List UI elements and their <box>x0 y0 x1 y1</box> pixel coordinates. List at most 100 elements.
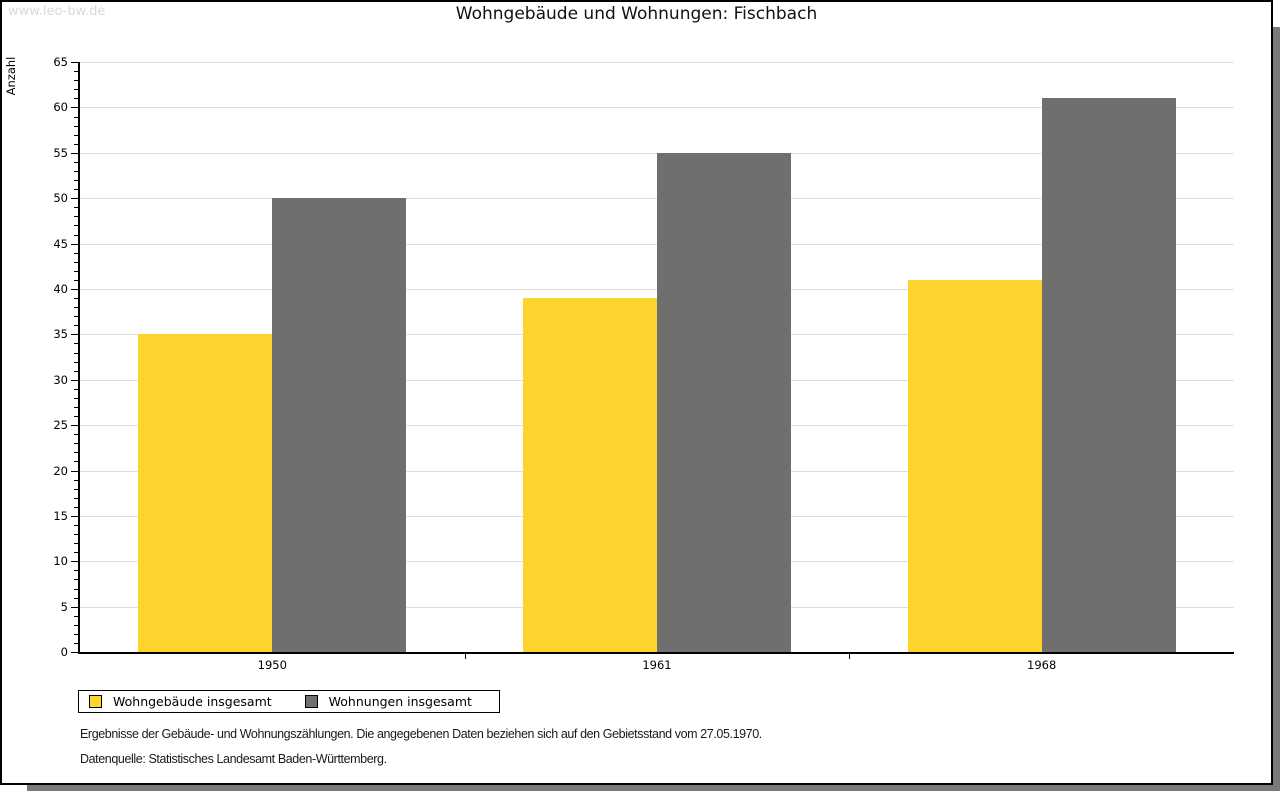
y-axis-major-tick <box>71 243 78 245</box>
y-axis-major-tick <box>71 198 78 200</box>
y-axis-major-tick <box>71 561 78 563</box>
y-axis-tick-label: 35 <box>53 327 68 342</box>
chart-title: Wohngebäude und Wohnungen: Fischbach <box>455 4 818 24</box>
x-axis-tick-label: 1968 <box>1027 658 1057 672</box>
bar-1968-series-2 <box>1041 98 1176 652</box>
y-axis-minor-tick <box>74 307 78 309</box>
bar-1961-series-1 <box>523 298 657 652</box>
legend-item-1: Wohngebäude insgesamt <box>89 694 272 709</box>
footnote-source-note: Ergebnisse der Gebäude- und Wohnungszähl… <box>80 727 762 741</box>
y-axis-minor-tick <box>74 552 78 554</box>
y-axis-minor-tick <box>74 279 78 281</box>
y-axis-minor-tick <box>74 125 78 127</box>
y-axis-minor-tick <box>74 497 78 499</box>
y-axis-tick-label: 50 <box>53 191 68 206</box>
legend-label-1: Wohngebäude insgesamt <box>113 694 272 709</box>
y-axis-minor-tick <box>74 506 78 508</box>
y-axis-minor-tick <box>74 434 78 436</box>
y-axis-major-tick <box>71 288 78 290</box>
y-axis-minor-tick <box>74 161 78 163</box>
y-axis-minor-tick <box>74 452 78 454</box>
y-axis-tick-label: 65 <box>53 55 68 69</box>
y-axis-minor-tick <box>74 89 78 91</box>
y-axis-tick-label: 10 <box>53 554 68 569</box>
y-axis-minor-tick <box>74 343 78 345</box>
y-axis-minor-tick <box>74 225 78 227</box>
plot-area: 0 5 10 15 20 25 30 35 40 45 50 55 60 65 1950 1961 1968 <box>53 55 1234 672</box>
watermark: www.leo-bw.de <box>8 4 106 19</box>
y-axis-minor-tick <box>74 180 78 181</box>
gridline <box>80 62 1234 63</box>
y-axis-tick-label: 60 <box>53 100 68 115</box>
legend-item-2: Wohnungen insgesamt <box>304 694 472 709</box>
y-axis-minor-tick <box>74 261 78 263</box>
x-axis-boundary-tick <box>849 652 851 659</box>
legend: Wohngebäude insgesamt Wohnungen insgesamt <box>78 690 500 713</box>
y-axis-minor-tick <box>74 170 78 172</box>
x-axis-tick-label: 1950 <box>257 658 287 672</box>
footnote-datasource: Datenquelle: Statistisches Landesamt Bad… <box>80 752 387 766</box>
y-axis-tick-label: 55 <box>53 145 68 160</box>
y-axis-minor-tick <box>74 316 78 318</box>
x-axis-boundary-tick <box>464 652 466 659</box>
y-axis-minor-tick <box>74 325 78 327</box>
bar-1961-series-2 <box>657 152 791 652</box>
y-axis-tick-label: 5 <box>60 599 68 614</box>
y-axis-minor-tick <box>74 633 78 635</box>
y-axis-major-tick <box>71 606 78 608</box>
legend-swatch-1 <box>89 695 102 708</box>
legend-swatch-2 <box>304 695 318 708</box>
y-axis-minor-tick <box>74 189 78 191</box>
y-axis-minor-tick <box>74 416 78 417</box>
y-axis-major-tick <box>71 334 78 336</box>
y-axis-minor-tick <box>74 234 78 236</box>
y-axis-major-tick <box>71 152 78 154</box>
y-axis-tick-label: 0 <box>60 645 68 659</box>
y-axis-tick-label: 25 <box>53 418 68 433</box>
x-axis-tick-label: 1961 <box>642 658 672 672</box>
y-axis-major-tick <box>71 515 78 517</box>
y-axis-minor-tick <box>74 642 78 644</box>
y-axis-minor-tick <box>74 461 78 463</box>
gridline <box>80 107 1234 109</box>
y-axis-tick-label: 45 <box>53 236 68 251</box>
y-axis-major-tick <box>71 107 78 109</box>
y-axis-minor-tick <box>74 579 78 581</box>
y-axis-minor-tick <box>74 479 78 481</box>
y-axis-tick-label: 30 <box>53 372 68 387</box>
y-axis-tick-label: 40 <box>53 281 68 296</box>
y-axis-minor-tick <box>74 570 78 572</box>
y-axis-minor-tick <box>74 524 78 526</box>
y-axis-major-tick <box>71 62 78 63</box>
y-axis-minor-tick <box>74 252 78 254</box>
y-axis-minor-tick <box>74 543 78 545</box>
y-axis-minor-tick <box>74 488 78 490</box>
y-axis-label: Anzahl <box>4 56 18 96</box>
y-axis-minor-tick <box>74 270 78 272</box>
y-axis-minor-tick <box>74 388 78 390</box>
bar-1950-series-2 <box>272 198 407 652</box>
y-axis-major-tick <box>71 470 78 472</box>
y-axis-minor-tick <box>74 116 78 118</box>
bar-1950-series-1 <box>138 334 273 652</box>
y-axis-minor-tick <box>74 361 78 363</box>
y-axis-minor-tick <box>74 397 78 399</box>
y-axis-minor-tick <box>74 216 78 218</box>
y-axis-major-tick <box>71 379 78 381</box>
bar-1968-series-1 <box>907 279 1042 652</box>
y-axis-minor-tick <box>74 352 78 354</box>
y-axis-major-tick <box>71 425 78 427</box>
y-axis-minor-tick <box>74 71 78 73</box>
y-axis-minor-tick <box>74 615 78 617</box>
y-axis-minor-tick <box>74 534 78 535</box>
y-axis-tick-label: 20 <box>53 463 68 478</box>
y-axis-minor-tick <box>74 80 78 82</box>
y-axis-minor-tick <box>74 597 78 599</box>
y-axis-minor-tick <box>74 406 78 408</box>
y-axis-minor-tick <box>74 98 78 100</box>
y-axis-minor-tick <box>74 370 78 372</box>
y-axis-minor-tick <box>74 207 78 209</box>
y-axis-minor-tick <box>74 143 78 145</box>
